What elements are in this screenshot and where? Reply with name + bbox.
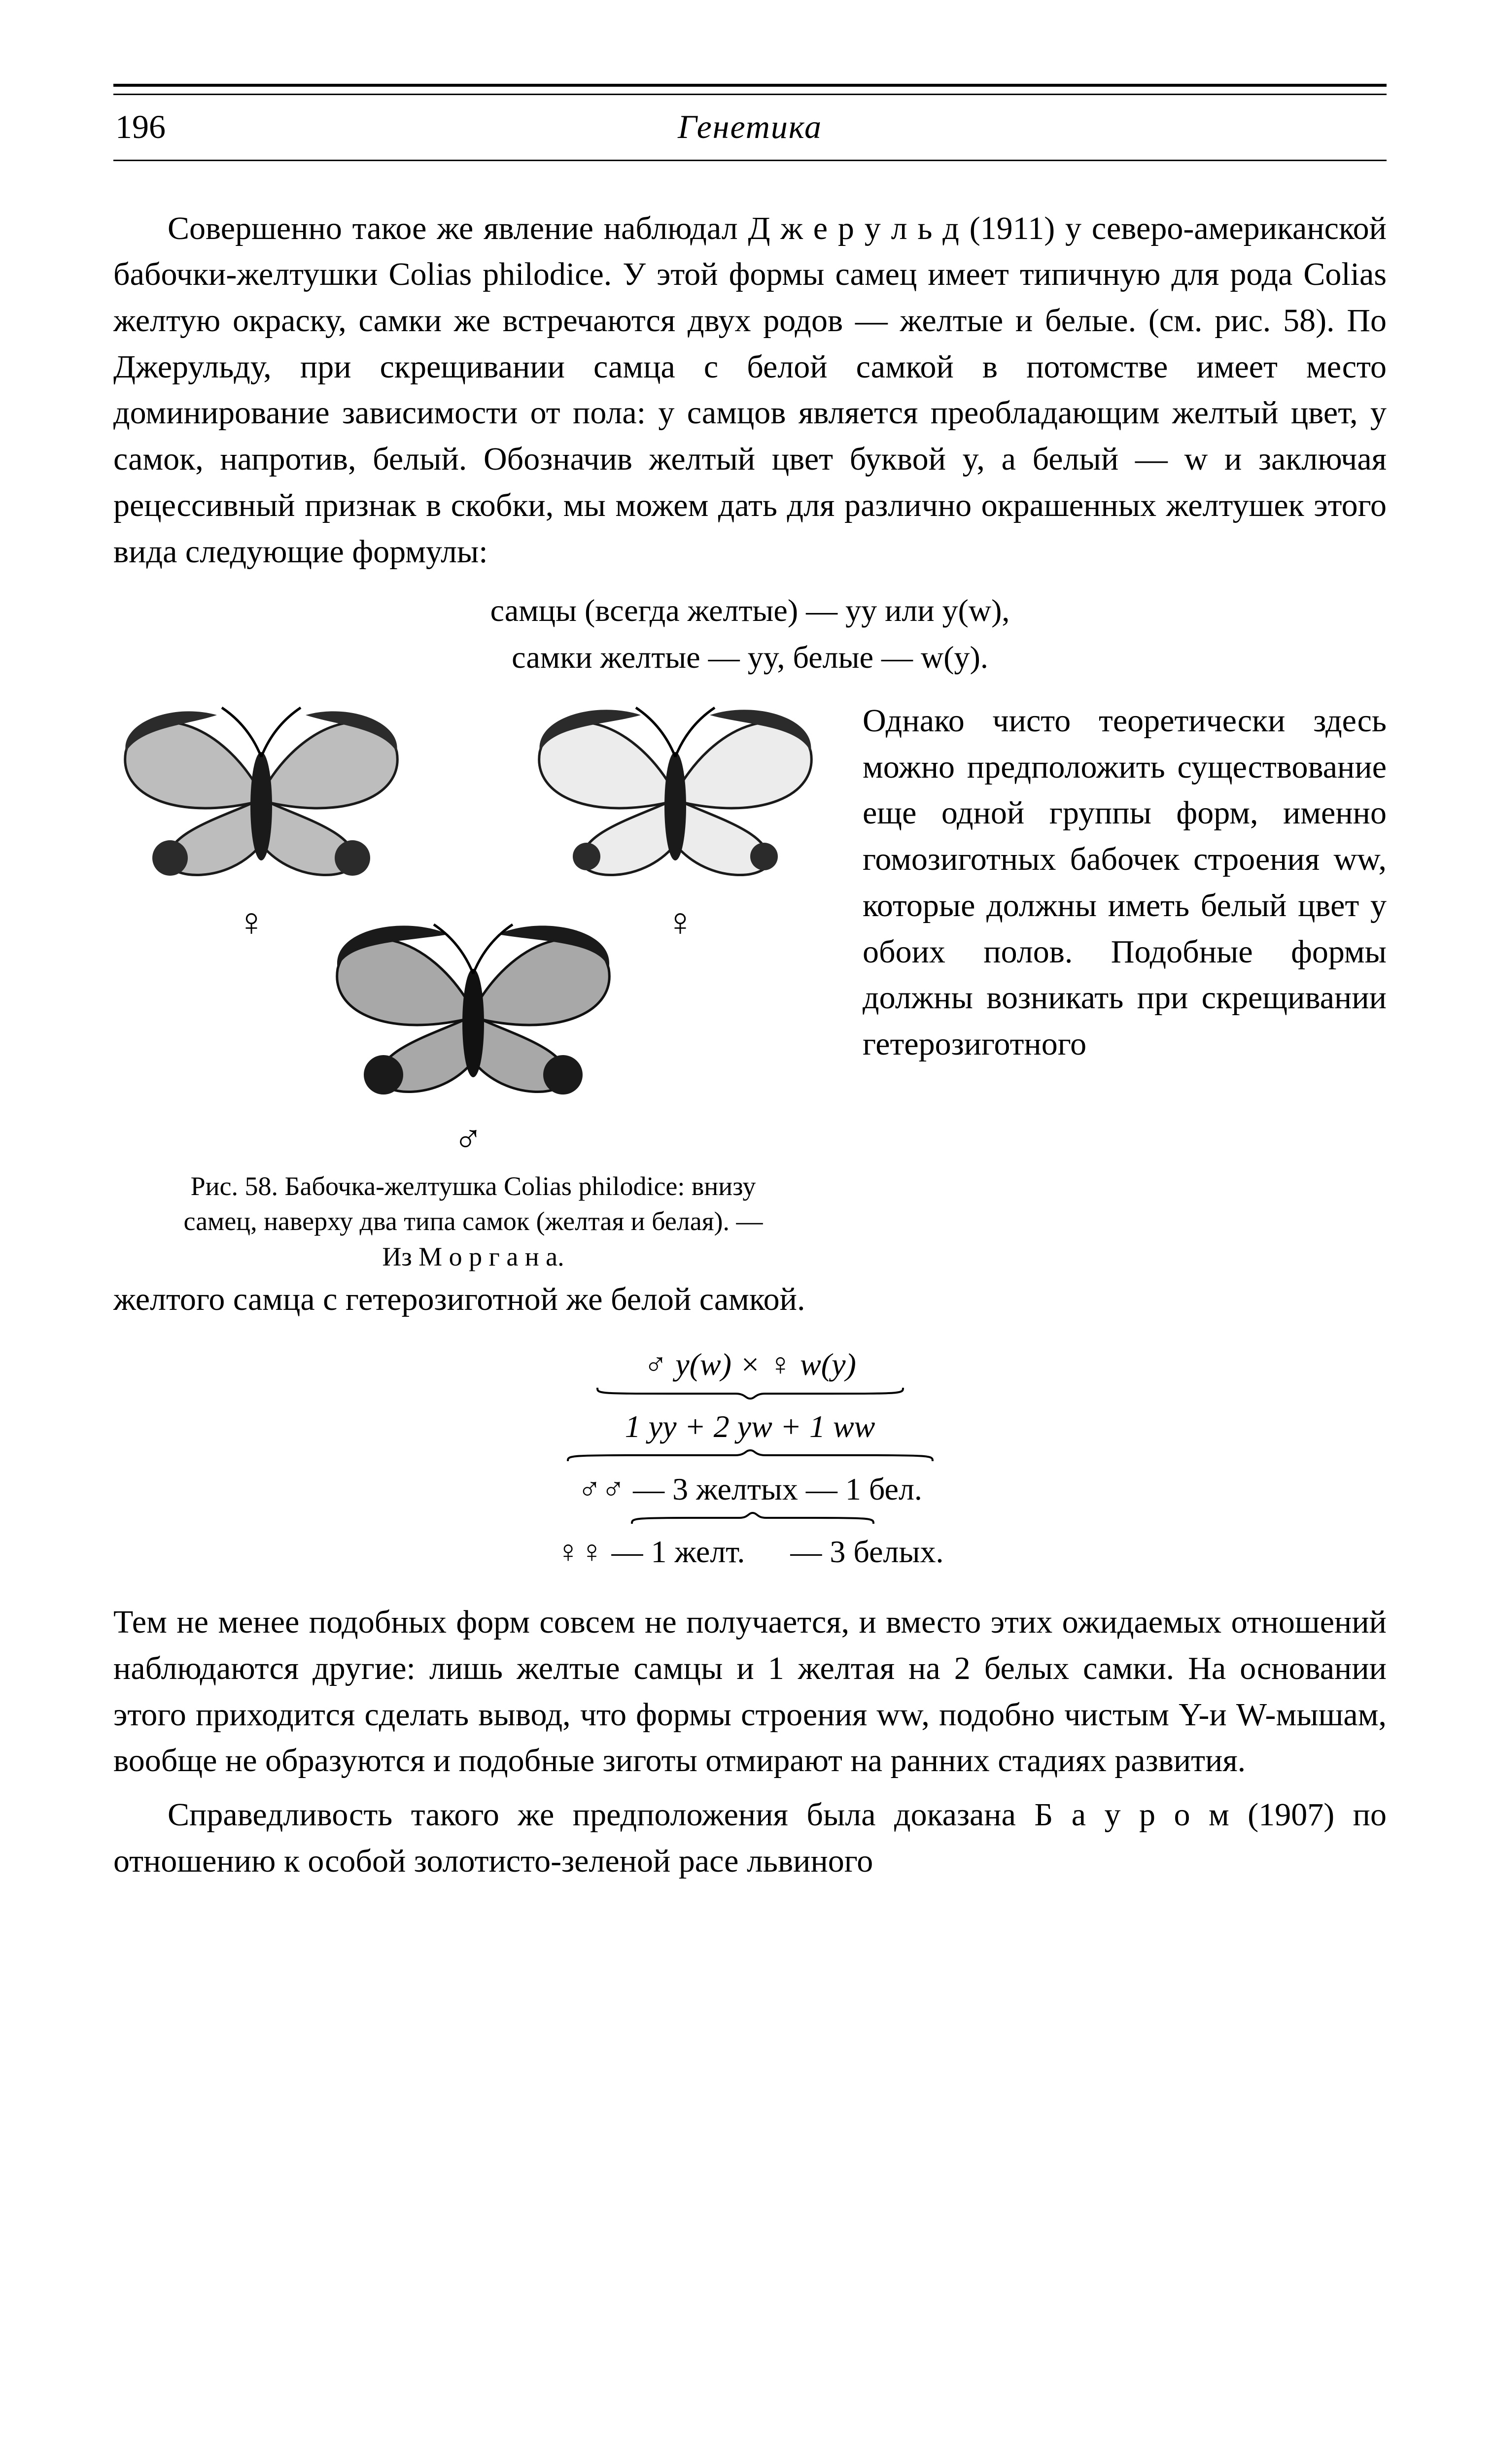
butterfly-illustration: ♀ ♀ ♂ [113, 698, 833, 1156]
paragraph-4-text: Справедливость такого же предположения б… [113, 1797, 1387, 1879]
cross-row-1: ♂ y(w) × ♀ w(y) [113, 1342, 1387, 1400]
paragraph-2-after-text: желтого самца с гетерозиготной же белой … [113, 1281, 805, 1317]
formula-line-2: самки желтые — yy, белые — w(y). [113, 635, 1387, 680]
paragraph-1-text: Совершенно такое же явление наблюдал Д ж… [113, 210, 1387, 570]
paragraph-2-after: желтого самца с гетерозиготной же белой … [113, 1276, 1387, 1323]
paragraph-3-text: Тем не менее подобных форм совсем не пол… [113, 1604, 1387, 1779]
overbrace-top [592, 1387, 908, 1400]
cross-row-4: ♀♀ — 1 желт. — 3 белых. [113, 1530, 1387, 1574]
cross-row-4-left: ♀♀ — 1 желт. [556, 1534, 745, 1569]
female-symbol-right: ♀ [665, 895, 695, 951]
cross-row-2-text: 1 yy + 2 yw + 1 ww [625, 1409, 875, 1444]
top-double-rule [113, 84, 1387, 95]
paragraph-2-right: Однако чисто теоретически здесь можно пр… [863, 698, 1387, 1274]
page-number: 196 [115, 103, 204, 151]
butterfly-female-white [527, 698, 823, 885]
cross-block: ♂ y(w) × ♀ w(y) 1 yy + 2 yw + 1 ww ♂♂ — … [113, 1342, 1387, 1575]
figure-caption-l3: Из М о р г а н а. [382, 1242, 564, 1271]
paragraph-1: Совершенно такое же явление наблюдал Д ж… [113, 205, 1387, 575]
running-title: Генетика [204, 103, 1296, 151]
paragraph-2-right-text: Однако чисто теоретически здесь можно пр… [863, 703, 1387, 1062]
paragraph-3: Тем не менее подобных форм совсем не пол… [113, 1599, 1387, 1784]
butterfly-female-yellow [113, 698, 409, 885]
male-symbol: ♂ [453, 1112, 483, 1168]
formula-line-1: самцы (всегда желтые) — yy или y(w), [113, 588, 1387, 633]
figure-row: ♀ ♀ ♂ Рис. 58. Бабочка-желтушка Colias p… [113, 698, 1387, 1274]
running-head: 196 Генетика [113, 100, 1387, 155]
figure-caption-l2: самец, наверху два типа самок (желтая и … [183, 1206, 763, 1236]
cross-row-3-right: — 1 бел. [806, 1472, 922, 1506]
underbrace-mid [563, 1449, 938, 1462]
cross-row-3: ♂♂ — 3 желтых — 1 бел. [113, 1467, 1387, 1525]
cross-row-1-text: ♂ y(w) × ♀ w(y) [644, 1347, 856, 1382]
cross-row-2: 1 yy + 2 yw + 1 ww [113, 1404, 1387, 1462]
formula-block: самцы (всегда желтые) — yy или y(w), сам… [113, 588, 1387, 680]
butterfly-male [325, 915, 621, 1102]
underbrace-bottom [558, 1512, 942, 1525]
cross-row-4-right: — 3 белых. [790, 1534, 943, 1569]
figure-caption-l1: Рис. 58. Бабочка-желтушка Colias philodi… [191, 1171, 756, 1201]
figure-area: ♀ ♀ ♂ Рис. 58. Бабочка-желтушка Colias p… [113, 698, 833, 1274]
figure-caption: Рис. 58. Бабочка-желтушка Colias philodi… [113, 1169, 833, 1274]
female-symbol-left: ♀ [237, 895, 266, 951]
paragraph-4: Справедливость такого же предположения б… [113, 1792, 1387, 1884]
cross-row-3-left: ♂♂ — 3 желтых [578, 1472, 798, 1506]
